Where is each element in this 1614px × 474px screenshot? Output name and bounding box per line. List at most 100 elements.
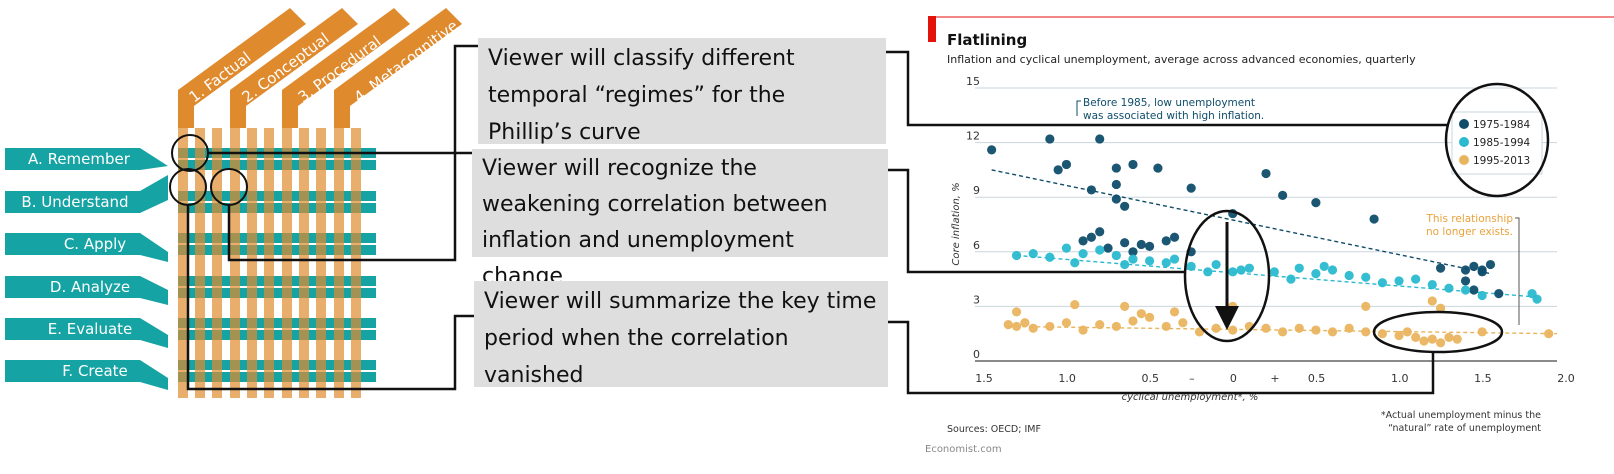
annotation-left-line2: was associated with high inflation. — [1083, 110, 1264, 122]
data-point — [1203, 267, 1213, 277]
data-point — [1369, 214, 1379, 224]
data-point — [1394, 276, 1404, 286]
data-point — [1286, 274, 1296, 284]
data-point — [1394, 330, 1404, 341]
y-tick-label: 9 — [973, 184, 980, 197]
data-point — [1327, 327, 1338, 337]
data-point — [1161, 258, 1171, 268]
data-point — [1120, 238, 1130, 248]
annotation-right-line1: This relationship — [1425, 213, 1513, 225]
data-point — [987, 145, 997, 155]
annotation-right-line2: no longer exists. — [1426, 226, 1513, 238]
data-point — [1311, 269, 1321, 279]
legend-ellipse — [1444, 82, 1550, 198]
x-tick-label: – — [1189, 372, 1195, 385]
y-tick-label: 6 — [973, 239, 980, 252]
legend-swatch-1985 — [1459, 137, 1469, 147]
data-point — [1477, 327, 1487, 337]
data-point — [1427, 334, 1437, 344]
data-point — [1361, 272, 1371, 282]
data-point — [1269, 267, 1279, 277]
data-point — [1361, 327, 1371, 337]
column-stripe — [334, 128, 344, 398]
column-stripe — [247, 128, 257, 398]
column-stripe — [299, 128, 309, 398]
x-tick-label: + — [1270, 372, 1279, 385]
data-point — [1452, 334, 1462, 344]
sources: Sources: OECD; IMF — [947, 424, 1041, 435]
x-tick-label: 0 — [1230, 372, 1237, 385]
data-point — [1311, 198, 1321, 208]
data-point — [1061, 318, 1072, 328]
x-tick-label: 1.5 — [1474, 372, 1492, 385]
row-tab — [5, 360, 168, 390]
row-label-apply: C. Apply — [64, 235, 126, 253]
trend-line — [991, 169, 1491, 275]
data-point — [1078, 249, 1088, 259]
data-point — [1311, 325, 1321, 335]
column-stripe — [178, 128, 188, 398]
taxonomy-grid: A. Remember B. Understand C. Apply D. An… — [5, 8, 462, 398]
data-point — [1278, 327, 1288, 337]
data-point — [1319, 261, 1329, 271]
objective-recognize: Viewer will recognize the weakening corr… — [472, 149, 888, 289]
y-tick-label: 12 — [966, 130, 980, 143]
annotation-left-line1: Before 1985, low unemployment — [1083, 97, 1255, 109]
data-point — [1278, 190, 1288, 200]
legend-label-1975: 1975-1984 — [1473, 119, 1531, 131]
data-point — [1161, 236, 1171, 246]
data-point — [1460, 276, 1471, 286]
data-point — [1485, 259, 1496, 270]
row-tab — [5, 318, 168, 348]
data-point — [1186, 183, 1196, 193]
data-point — [1402, 327, 1412, 337]
data-point — [1045, 252, 1055, 262]
data-point — [1427, 279, 1437, 290]
x-tick-label: 0.5 — [1308, 372, 1326, 385]
data-point — [1261, 323, 1271, 333]
data-point — [1436, 338, 1446, 348]
data-point — [1120, 301, 1130, 311]
data-point — [1411, 274, 1421, 284]
data-point — [1095, 134, 1105, 144]
data-point — [1294, 323, 1304, 333]
data-point — [1086, 185, 1096, 195]
decline-arrow — [1215, 222, 1239, 330]
x-axis-label: cyclical unemployment*, % — [1122, 392, 1259, 403]
data-point — [1095, 227, 1105, 237]
row-label-understand: B. Understand — [21, 193, 128, 211]
annotation-left-leader — [1076, 100, 1081, 116]
data-point — [1136, 239, 1146, 250]
data-point — [1111, 321, 1121, 332]
data-point — [1361, 301, 1371, 311]
footnote-line1: *Actual unemployment minus the — [1381, 410, 1541, 421]
data-point — [1045, 134, 1055, 144]
data-point — [1095, 245, 1105, 255]
data-point — [1111, 250, 1121, 261]
data-point — [1145, 256, 1155, 266]
data-point — [1045, 321, 1055, 332]
data-point — [1460, 285, 1471, 295]
x-tick-label: 1.5 — [975, 372, 993, 385]
footnote-line2: “natural” rate of unemployment — [1388, 423, 1541, 434]
data-point — [1344, 323, 1354, 333]
y-tick-labels: 15 12 9 6 3 0 — [966, 75, 980, 361]
y-axis-label: Core inflation, % — [951, 182, 962, 265]
row-label-create: F. Create — [62, 362, 128, 380]
data-point — [1178, 318, 1188, 328]
data-point — [1169, 254, 1180, 264]
x-tick-labels: 1.5 1.0 0.5 – 0 +0.5 1.0 1.5 2.0 — [975, 372, 1575, 385]
data-point — [1169, 232, 1180, 242]
arrow-head — [1215, 306, 1239, 330]
data-point — [1444, 283, 1454, 293]
data-point — [1120, 259, 1130, 270]
column-stripe — [282, 128, 292, 398]
data-point — [1011, 307, 1022, 317]
data-point — [1469, 285, 1479, 295]
data-point — [1186, 261, 1196, 271]
chart-subtitle: Inflation and cyclical unemployment, ave… — [947, 53, 1416, 66]
legend-swatch-1975 — [1459, 119, 1469, 129]
data-point — [1344, 270, 1354, 281]
data-point — [1427, 296, 1437, 306]
row-tab — [5, 276, 168, 305]
